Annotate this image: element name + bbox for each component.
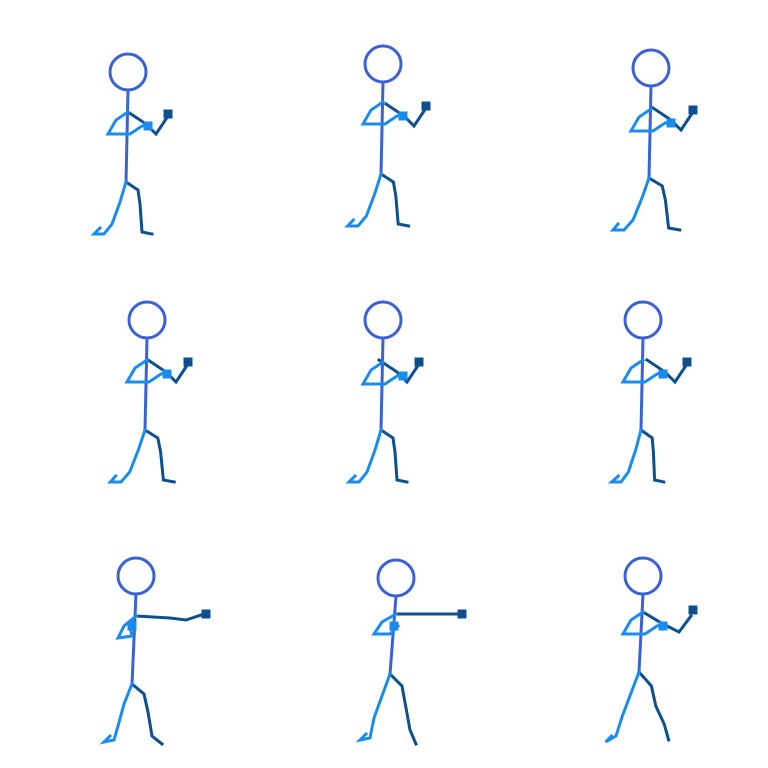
guard-frame-3 (609, 48, 698, 232)
near-fist (666, 118, 676, 128)
far-leg (123, 179, 154, 236)
guard-frame-4 (106, 300, 193, 484)
near-leg (99, 682, 134, 745)
near-arm (620, 357, 667, 384)
far-arm (145, 357, 191, 385)
far-leg (636, 669, 671, 742)
near-leg (607, 428, 643, 484)
near-leg (604, 670, 641, 744)
far-arm (134, 612, 206, 622)
near-leg (344, 172, 383, 228)
near-fist (658, 621, 668, 631)
head (116, 556, 156, 596)
punch-windup-frame (99, 556, 211, 747)
near-leg (355, 672, 392, 743)
torso (379, 80, 385, 176)
far-arm (650, 105, 696, 133)
far-fist (414, 357, 424, 367)
head (623, 300, 663, 340)
far-leg (378, 427, 409, 484)
near-fist (127, 621, 137, 631)
far-fist (688, 605, 698, 615)
far-leg (129, 681, 165, 747)
near-leg (90, 180, 128, 236)
far-arm (376, 357, 422, 385)
far-fist (457, 609, 467, 619)
near-arm (124, 357, 171, 384)
head (363, 44, 403, 84)
near-fist (398, 111, 408, 121)
torso (143, 336, 149, 432)
near-leg (609, 176, 651, 232)
far-fist (688, 105, 698, 115)
near-fist (389, 621, 399, 631)
punch-recover-frame (604, 556, 698, 744)
far-fist (682, 357, 692, 367)
guard-frame-6 (607, 300, 692, 484)
head (623, 556, 663, 596)
near-fist (398, 371, 408, 381)
far-fist (421, 101, 431, 111)
far-leg (387, 671, 418, 746)
head (376, 558, 416, 598)
guard-frame-5 (345, 300, 424, 484)
head (108, 52, 148, 92)
sprite-frames (90, 44, 698, 747)
far-fist (183, 357, 193, 367)
far-leg (378, 171, 411, 228)
torso (388, 594, 398, 676)
near-arm (620, 609, 667, 636)
near-fist (162, 369, 172, 379)
far-arm (640, 609, 694, 634)
guard-frame-2 (344, 44, 431, 228)
near-arm (360, 99, 407, 126)
far-leg (646, 175, 682, 232)
head (631, 48, 671, 88)
head (363, 300, 403, 340)
torso (639, 336, 645, 432)
far-arm (125, 109, 171, 137)
near-fist (658, 369, 668, 379)
far-leg (142, 427, 176, 484)
far-fist (163, 109, 173, 119)
near-arm (105, 109, 152, 136)
far-leg (638, 427, 666, 484)
head (127, 300, 167, 340)
far-arm (383, 101, 429, 129)
guard-frame-1 (90, 52, 173, 236)
near-leg (106, 428, 147, 484)
far-fist (201, 609, 211, 619)
near-leg (345, 428, 383, 484)
far-arm (644, 357, 690, 385)
near-fist (143, 121, 153, 131)
near-arm (360, 359, 407, 386)
punch-extend-frame (355, 558, 467, 746)
torso (130, 592, 138, 686)
torso (124, 88, 130, 184)
near-arm (628, 106, 675, 133)
